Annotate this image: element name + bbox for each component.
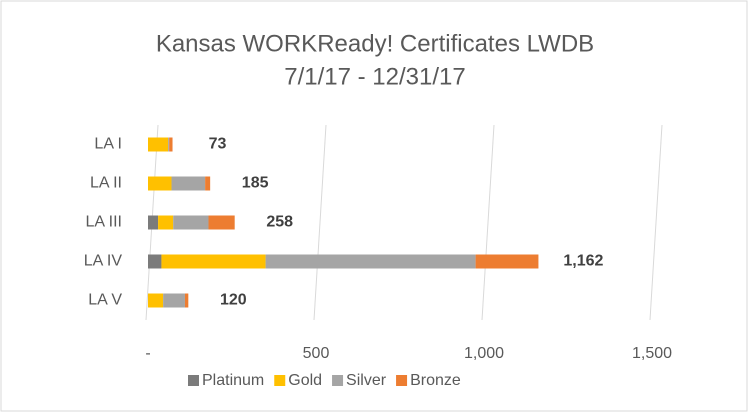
chart-subtitle: 7/1/17 - 12/31/17 xyxy=(284,63,465,90)
legend-label: Silver xyxy=(346,372,387,389)
data-label: 120 xyxy=(220,292,247,309)
bar-segment xyxy=(161,254,266,269)
y-tick-label: LA II xyxy=(90,175,122,192)
bar-segment xyxy=(173,215,209,230)
bar-segment xyxy=(205,176,211,191)
bar-segment xyxy=(148,215,159,230)
y-tick-label: LA III xyxy=(86,214,122,231)
bar-segment xyxy=(475,254,539,269)
bar-segment xyxy=(184,293,189,308)
grid-line xyxy=(313,124,327,321)
bar-segment xyxy=(208,215,235,230)
bar-segment xyxy=(171,176,206,191)
legend-swatch xyxy=(332,375,344,386)
bar-segment xyxy=(169,137,173,152)
bar-segment xyxy=(148,176,172,191)
chart-title: Kansas WORKReady! Certificates LWDB xyxy=(156,30,594,57)
bar-segment xyxy=(163,293,185,308)
bar-segment xyxy=(148,254,162,269)
bar-segment xyxy=(158,215,174,230)
data-label: 258 xyxy=(266,214,293,231)
grid-line xyxy=(481,124,495,321)
legend-swatch xyxy=(396,375,408,386)
data-label: 185 xyxy=(242,175,269,192)
bar-segment xyxy=(168,137,170,152)
data-label: 73 xyxy=(209,136,227,153)
bar-segment xyxy=(148,293,164,308)
legend-label: Gold xyxy=(288,372,322,389)
y-tick-label: LA V xyxy=(88,292,122,309)
legend-swatch xyxy=(188,375,199,386)
x-tick-label: - xyxy=(145,345,150,362)
grid-line xyxy=(649,124,663,321)
legend-label: Bronze xyxy=(410,372,461,389)
data-label: 1,162 xyxy=(563,253,603,270)
x-tick-label: 1,500 xyxy=(632,345,672,362)
y-tick-label: LA I xyxy=(94,136,122,153)
legend-swatch xyxy=(274,375,286,386)
bar-segment xyxy=(265,254,476,269)
bar-segment xyxy=(148,137,169,152)
x-tick-label: 500 xyxy=(303,345,330,362)
y-tick-label: LA IV xyxy=(84,253,123,270)
x-tick-label: 1,000 xyxy=(464,345,504,362)
legend-label: Platinum xyxy=(202,372,264,389)
